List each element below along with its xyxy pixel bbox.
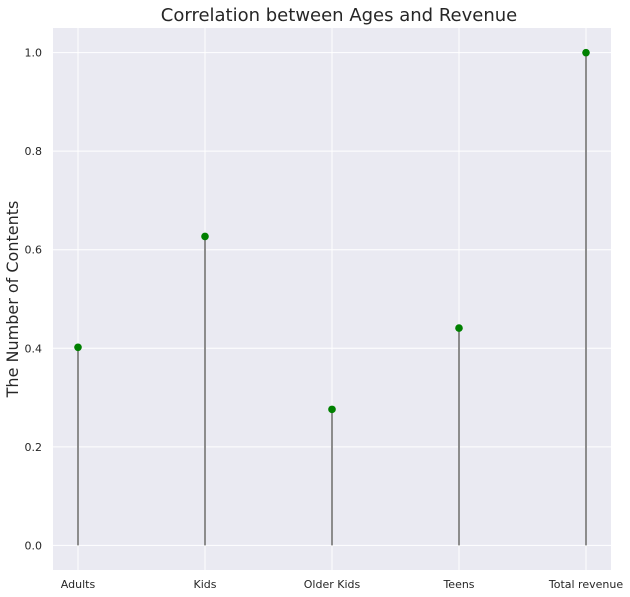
x-tick-label: Kids xyxy=(194,578,217,591)
y-tick-label: 0.4 xyxy=(25,342,43,355)
chart-title: Correlation between Ages and Revenue xyxy=(161,5,517,26)
lollipop-marker xyxy=(328,405,336,414)
x-tick-label: Older Kids xyxy=(304,578,361,591)
y-tick-label: 1.0 xyxy=(25,47,43,60)
lollipop-marker xyxy=(201,232,209,241)
x-axis-ticks: Adults Kids Older Kids Teens Total revenue xyxy=(61,578,624,591)
y-axis-ticks: 0.0 0.2 0.4 0.6 0.8 1.0 xyxy=(25,47,43,553)
y-tick-label: 0.2 xyxy=(25,441,43,454)
lollipop-marker xyxy=(582,48,590,57)
lollipop-marker xyxy=(74,343,82,352)
x-tick-label: Adults xyxy=(61,578,96,591)
stems xyxy=(77,52,587,546)
lollipop-marker xyxy=(455,324,463,332)
y-axis-label: The Number of Contents xyxy=(3,201,22,399)
markers xyxy=(74,48,590,414)
y-tick-label: 0.0 xyxy=(25,539,43,552)
y-tick-label: 0.6 xyxy=(25,244,43,257)
y-tick-label: 0.8 xyxy=(25,145,43,158)
x-tick-label: Total revenue xyxy=(548,578,623,591)
x-tick-label: Teens xyxy=(442,578,474,591)
